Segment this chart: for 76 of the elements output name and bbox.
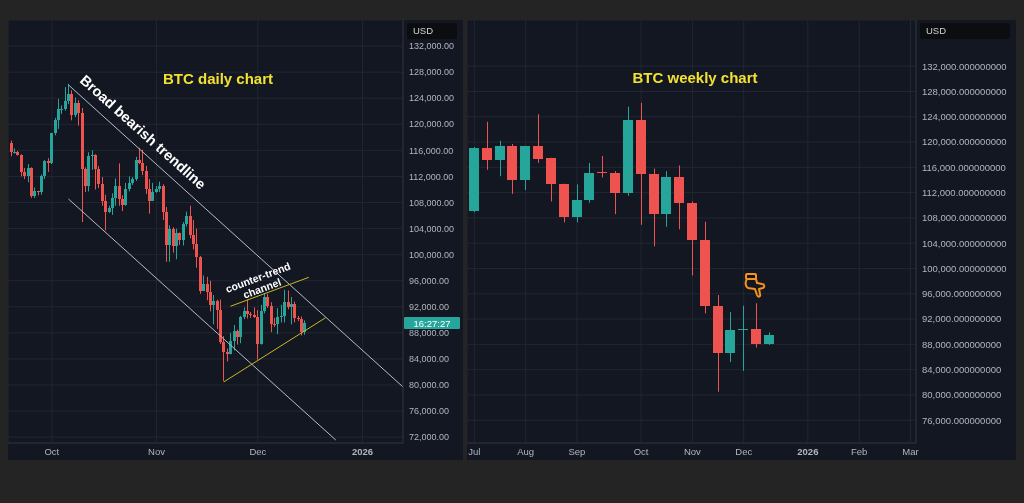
candlestick — [135, 156, 138, 182]
y-tick-label: 108,000.00 — [409, 197, 455, 208]
candlestick — [533, 113, 543, 164]
candlestick — [172, 226, 175, 254]
candlestick — [168, 224, 171, 263]
y-tick-label: 124,000.00 — [409, 93, 455, 104]
y-tick-label: 120,000.000000000 — [922, 136, 1007, 148]
candlestick — [94, 153, 97, 190]
x-tick-label: Dec — [735, 446, 753, 457]
candlestick — [212, 294, 215, 325]
y-tick-label: 132,000.000000000 — [922, 60, 1007, 72]
y-axis-title: USD — [407, 23, 457, 39]
candlestick — [91, 149, 94, 171]
text: BTC weekly chart — [632, 68, 758, 86]
candlestick — [482, 121, 492, 171]
x-tick-label: Dec — [249, 446, 267, 457]
y-tick-label: 128,000.00 — [409, 67, 455, 78]
y-tick-label: 112,000.000000000 — [922, 186, 1006, 198]
candlestick — [124, 182, 127, 207]
candlestick — [20, 153, 23, 177]
x-tick-label: Nov — [683, 446, 702, 457]
candlestick — [74, 97, 77, 118]
y-tick-label: 104,000.000000000 — [922, 237, 1007, 249]
x-tick-label: Sep — [568, 446, 586, 457]
x-tick-label: Mar — [902, 446, 919, 457]
y-tick-label: 92,000.00 — [409, 301, 450, 312]
x-tick-label: 2026 — [351, 446, 374, 457]
candlestick — [64, 86, 67, 112]
candlestick — [27, 163, 30, 183]
candlestick — [495, 140, 505, 177]
y-tick-label: 88,000.000000000 — [922, 338, 1002, 350]
candlestick — [118, 162, 121, 207]
y-tick-label: 120,000.00 — [409, 119, 455, 130]
candlestick — [209, 280, 212, 312]
y-tick-label: 72,000.00 — [409, 432, 450, 443]
y-tick-label: 112,000.00 — [409, 171, 454, 182]
text: BTC daily chart — [162, 69, 274, 87]
y-tick-label: 84,000.000000000 — [922, 364, 1002, 376]
y-tick-label: 96,000.00 — [409, 275, 450, 286]
candlestick — [290, 296, 293, 325]
x-tick-label: Aug — [517, 446, 535, 457]
candlestick — [725, 311, 735, 363]
y-tick-label: 100,000.00 — [409, 249, 455, 260]
y-tick-label: 116,000.000000000 — [922, 161, 1006, 173]
y-tick-label: 76,000.00 — [409, 406, 450, 417]
candlestick — [77, 99, 80, 127]
x-tick-label: Feb — [851, 446, 868, 457]
y-axis-title: USD — [920, 23, 1010, 39]
candlestick — [70, 89, 73, 121]
x-tick-label: Oct — [44, 446, 60, 457]
y-tick-label: 124,000.000000000 — [922, 111, 1007, 123]
y-tick-label: 128,000.000000000 — [922, 85, 1007, 97]
x-tick-label: Jul — [468, 446, 481, 457]
y-tick-label: 84,000.00 — [409, 354, 450, 365]
text: 16:27:27 — [413, 317, 451, 329]
y-tick-label: 88,000.00 — [409, 328, 450, 339]
y-tick-label: 80,000.00 — [409, 380, 450, 391]
candlestick — [293, 301, 296, 323]
candlestick — [597, 155, 607, 178]
candlestick — [226, 347, 229, 363]
y-tick-label: 92,000.000000000 — [922, 313, 1002, 325]
y-tick-label: 108,000.000000000 — [922, 212, 1007, 224]
y-tick-label: 96,000.000000000 — [922, 288, 1002, 300]
candlestick — [572, 183, 582, 223]
y-tick-label: 80,000.000000000 — [922, 389, 1002, 401]
x-tick-label: Nov — [148, 446, 166, 457]
y-tick-label: 76,000.000000000 — [922, 414, 1002, 426]
candlestick — [751, 302, 761, 349]
y-tick-label: 100,000.000000000 — [922, 262, 1007, 274]
x-tick-label: 2026 — [797, 446, 819, 457]
candlestick — [610, 170, 620, 215]
x-tick-label: Oct — [633, 446, 649, 457]
y-tick-label: 132,000.00 — [409, 41, 455, 52]
y-tick-label: 104,000.00 — [409, 223, 455, 234]
candlestick — [738, 305, 748, 372]
y-tick-label: 116,000.00 — [409, 145, 454, 156]
